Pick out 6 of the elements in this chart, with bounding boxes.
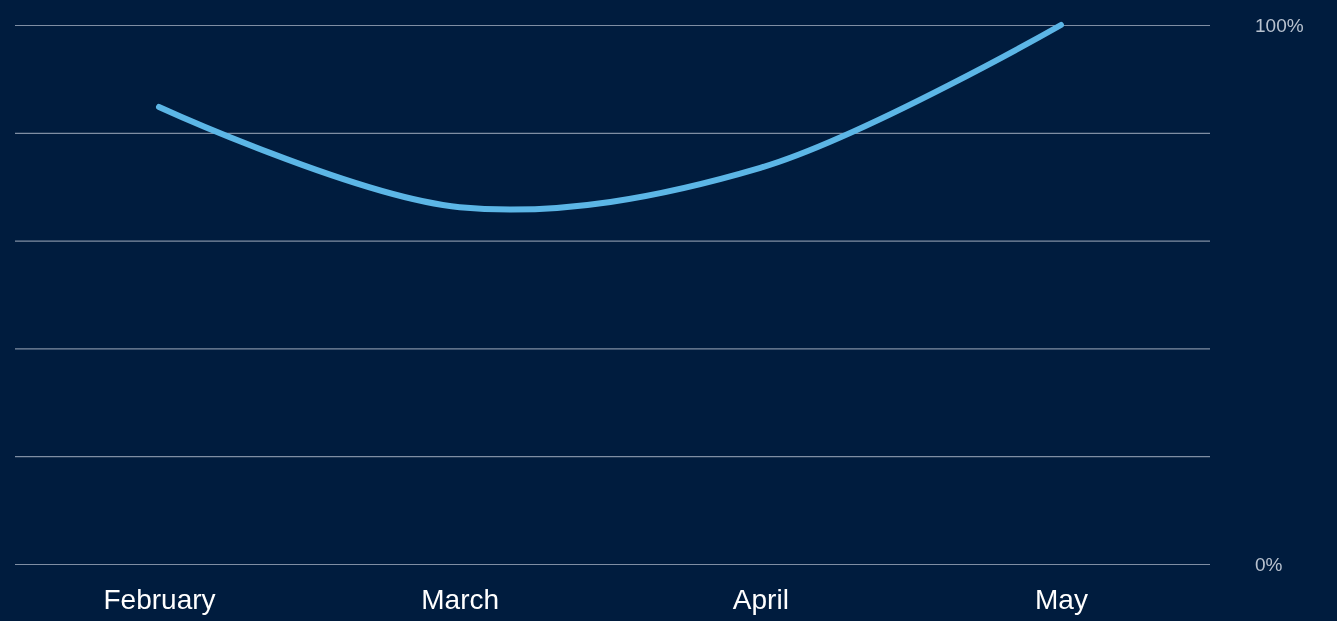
x-tick-label: May [1035,583,1088,615]
x-tick-label: March [421,583,500,615]
x-tick-label: April [732,583,789,615]
y-tick-label: 0% [1255,553,1283,575]
x-tick-label: February [103,583,216,615]
y-tick-label: 100% [1255,14,1304,36]
